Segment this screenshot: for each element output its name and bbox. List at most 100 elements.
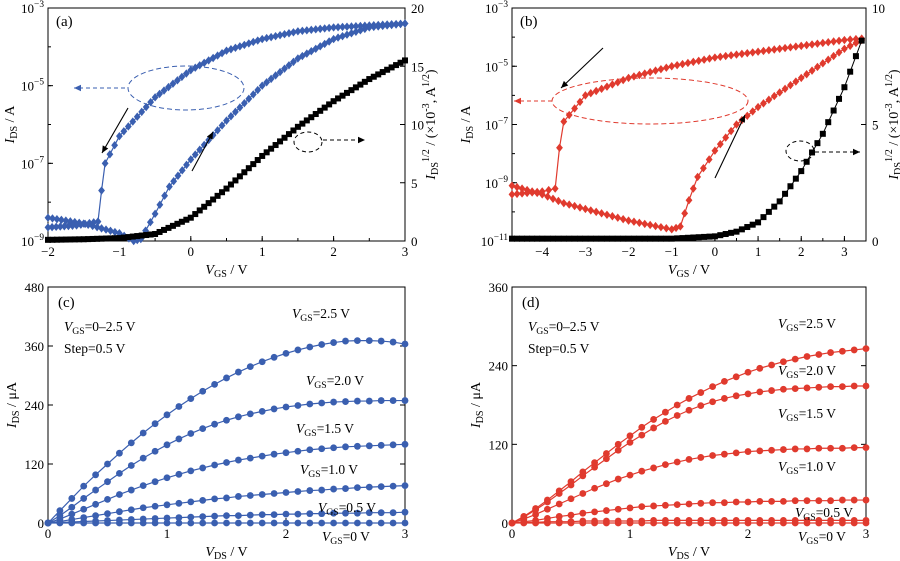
data-point [169,222,176,229]
data-point [765,95,773,104]
data-point [791,355,799,363]
data-point [294,346,302,354]
data-point [824,38,832,47]
data-point [744,390,752,398]
data-point [787,183,794,190]
data-point [151,420,159,428]
data-point [727,126,735,136]
y-right-tick-label: 10 [411,118,424,133]
data-point [68,519,76,527]
data-point [370,73,377,80]
data-point [614,505,622,513]
y-tick-label: 240 [25,398,45,413]
data-point [841,35,848,45]
data-point [124,122,132,131]
data-point [567,495,575,503]
data-point [544,192,552,201]
y-right-tick-label: 5 [411,176,418,191]
data-point [263,33,271,43]
data-point [560,235,567,242]
data-point [56,507,64,515]
data-point [798,168,805,175]
data-point [71,236,78,243]
data-point [267,32,275,42]
data-point [187,65,195,75]
series-0V [44,519,409,527]
x-tick-label: 1 [627,526,634,541]
data-point [163,514,171,522]
data-point [803,70,811,79]
data-point [49,214,56,223]
data-point [312,111,319,118]
series-1.0V [44,482,409,527]
data-point [356,26,364,35]
data-point [614,78,622,87]
data-point [365,483,373,491]
data-point [392,19,400,29]
data-point [165,182,173,191]
data-point [223,519,230,527]
data-point [143,232,150,239]
data-point [646,220,654,230]
data-point [343,30,351,39]
data-point [781,84,789,94]
data-point [151,93,159,102]
data-point [267,74,275,84]
data-point [282,519,290,527]
data-point [330,444,337,452]
data-point [129,117,137,126]
data-point [614,440,622,448]
y-left-axis-title: IDS / A [3,105,20,145]
data-point [641,69,649,78]
data-point [532,519,539,527]
data-point [365,397,373,405]
data-point [139,429,147,437]
sweep-arrow-up [714,114,746,179]
data-point [603,235,610,242]
data-point [819,38,827,48]
data-point [722,51,730,61]
data-point [513,189,521,199]
data-point [389,338,397,346]
data-point [139,482,147,490]
data-point [270,450,278,458]
data-point [285,131,292,138]
data-point [196,61,204,70]
y-right-tick-label: 15 [411,59,424,74]
data-point [223,494,230,502]
y-left-tick-label: 10−7 [21,155,44,171]
data-point [199,513,207,521]
data-point [689,184,697,193]
series-transfer-reverse [508,34,866,199]
y-tick-label: 360 [25,339,45,354]
data-point [199,464,207,472]
data-point [700,55,708,64]
sweep-arrow-down [560,47,604,89]
data-point [165,224,172,231]
data-point [397,59,404,66]
data-point [592,207,600,217]
series-sqrt-current [45,57,408,243]
data-point [187,430,195,437]
data-point [393,62,400,69]
data-point [161,226,168,233]
data-point [603,455,610,463]
data-point [199,519,207,527]
data-point [697,389,705,396]
data-point [638,423,646,431]
data-point [187,155,195,164]
x-tick-label: −2 [622,244,636,259]
data-point [839,444,846,452]
data-point [270,405,278,413]
x-axis-title: VDS / V [668,545,710,561]
data-point [156,200,164,209]
data-point [697,519,705,527]
data-point [298,51,306,61]
data-point [803,519,811,527]
data-point [579,472,587,480]
data-point [107,235,114,242]
data-point [695,234,702,241]
data-point [352,84,359,91]
data-point [281,30,288,39]
data-point [560,117,568,126]
